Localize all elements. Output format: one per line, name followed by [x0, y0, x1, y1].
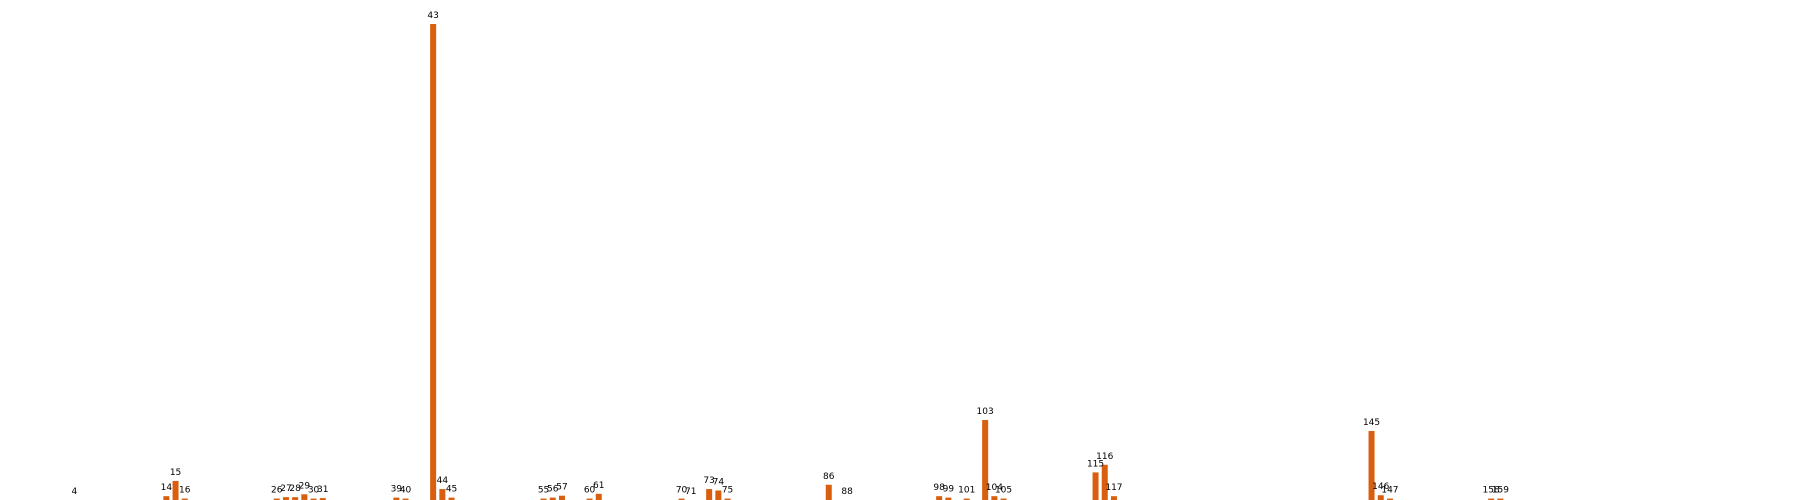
bar-label-60: 60 — [584, 486, 596, 496]
bar-158 — [1488, 498, 1495, 500]
bar-label-4: 4 — [71, 487, 77, 497]
bar-98 — [936, 496, 943, 500]
bar-label-75: 75 — [722, 486, 733, 496]
bar-label-31: 31 — [317, 485, 328, 495]
bar-74 — [715, 490, 722, 500]
bar-44 — [439, 489, 446, 500]
bar-label-56: 56 — [547, 485, 559, 495]
bar-label-28: 28 — [289, 484, 301, 494]
bar-14 — [163, 496, 170, 500]
bar-label-43: 43 — [427, 11, 438, 21]
bar-30 — [310, 498, 317, 500]
bar-label-29: 29 — [299, 481, 311, 491]
bar-117 — [1110, 496, 1117, 500]
bar-label-40: 40 — [400, 486, 412, 496]
bar-label-45: 45 — [446, 485, 457, 495]
bar-label-117: 117 — [1105, 483, 1122, 493]
bar-75 — [724, 498, 731, 500]
bar-16 — [181, 498, 188, 500]
bar-label-61: 61 — [593, 481, 604, 491]
bar-60 — [586, 498, 593, 500]
bar-101 — [963, 498, 970, 500]
bar-label-105: 105 — [995, 486, 1012, 496]
bar-159 — [1497, 498, 1504, 500]
bar-label-16: 16 — [179, 486, 191, 496]
bar-label-99: 99 — [943, 485, 955, 495]
bar-26 — [273, 498, 280, 500]
bar-label-57: 57 — [556, 483, 567, 493]
bar-43 — [430, 24, 437, 500]
bar-label-74: 74 — [713, 477, 725, 487]
bar-86 — [825, 484, 832, 500]
bar-15 — [172, 480, 179, 500]
bar-73 — [706, 489, 713, 500]
bar-label-146: 146 — [1372, 482, 1389, 492]
bars-group — [163, 24, 1504, 500]
bar-label-39: 39 — [391, 485, 403, 495]
bar-28 — [292, 497, 299, 500]
bar-label-116: 116 — [1096, 452, 1113, 462]
bar-label-55: 55 — [538, 486, 549, 496]
bar-label-44: 44 — [437, 476, 449, 486]
bar-70 — [678, 498, 685, 500]
bar-label-26: 26 — [271, 486, 283, 496]
bar-40 — [402, 498, 409, 500]
bar-label-101: 101 — [958, 486, 975, 496]
bar-label-70: 70 — [676, 486, 688, 496]
bar-103 — [982, 420, 989, 500]
bar-label-158: 158 — [1483, 486, 1500, 496]
bar-label-30: 30 — [308, 486, 320, 496]
bar-label-159: 159 — [1492, 486, 1509, 496]
bar-label-103: 103 — [977, 407, 994, 417]
bar-104 — [991, 496, 998, 500]
bar-45 — [448, 497, 455, 500]
bar-146 — [1377, 495, 1384, 500]
bar-label-98: 98 — [933, 483, 945, 493]
bar-145 — [1368, 430, 1375, 500]
bar-label-147: 147 — [1381, 486, 1398, 496]
bar-55 — [540, 498, 547, 500]
bar-99 — [945, 497, 952, 500]
bar-label-88: 88 — [841, 487, 853, 497]
bar-115 — [1092, 472, 1099, 500]
bar-label-14: 14 — [161, 483, 173, 493]
bar-61 — [595, 493, 602, 500]
bar-label-115: 115 — [1087, 459, 1104, 469]
bar-label-71: 71 — [685, 487, 696, 497]
bar-31 — [319, 498, 326, 500]
bar-56 — [549, 497, 556, 500]
bar-label-86: 86 — [823, 472, 835, 482]
bar-105 — [1000, 498, 1007, 500]
bar-39 — [393, 497, 400, 500]
bar-29 — [301, 494, 308, 500]
bar-label-145: 145 — [1363, 418, 1380, 428]
bar-label-104: 104 — [986, 483, 1003, 493]
bar-27 — [282, 497, 289, 500]
bar-label-15: 15 — [170, 468, 181, 478]
bar-147 — [1386, 498, 1393, 500]
bar-label-27: 27 — [280, 484, 291, 494]
bar-label-73: 73 — [703, 476, 714, 486]
bar-116 — [1101, 464, 1108, 500]
bar-57 — [558, 495, 565, 500]
